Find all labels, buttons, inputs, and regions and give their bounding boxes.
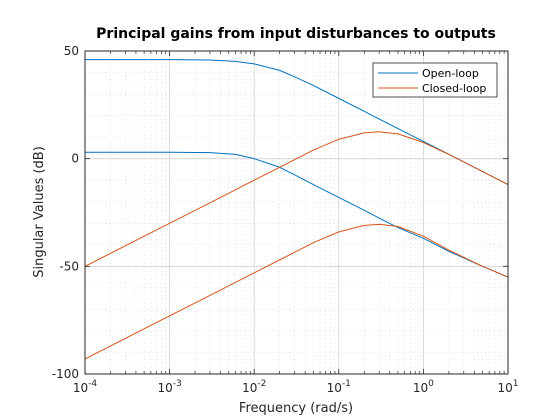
series-lines — [84, 59, 509, 360]
x-tick-label: 10-1 — [327, 379, 351, 395]
legend-box — [372, 62, 498, 98]
plot-frame — [84, 50, 509, 375]
x-tick-label: 10-4 — [73, 379, 98, 395]
closed-loop-line — [84, 131, 509, 267]
y-axis-label: Singular Values (dB) — [32, 146, 47, 278]
x-tick-label: 10-3 — [157, 379, 181, 395]
y-tick-label: 50 — [64, 44, 79, 58]
x-tick-label: 100 — [413, 379, 434, 395]
y-tick-labels: -100 -50 0 50 — [52, 44, 79, 381]
x-tick-label: 101 — [497, 379, 518, 395]
y-tick-label: 0 — [71, 152, 79, 166]
y-tick-label: -50 — [59, 259, 79, 273]
x-axis-label: Frequency (rad/s) — [239, 401, 353, 416]
closed-loop-line — [84, 223, 509, 360]
x-tick-label: 10-2 — [242, 379, 266, 395]
legend-label-closed-loop: Closed-loop — [422, 82, 486, 95]
chart-title: Principal gains from input disturbances … — [96, 26, 496, 42]
ticks — [84, 50, 509, 375]
open-loop-line — [85, 151, 509, 278]
y-tick-label: -100 — [52, 367, 79, 381]
legend-label-open-loop: Open-loop — [422, 67, 479, 80]
legend: Open-loop Closed-loop — [372, 62, 498, 98]
x-tick-labels: 10-4 10-3 10-2 10-1 100 101 — [73, 379, 519, 395]
plot-area — [85, 51, 508, 374]
